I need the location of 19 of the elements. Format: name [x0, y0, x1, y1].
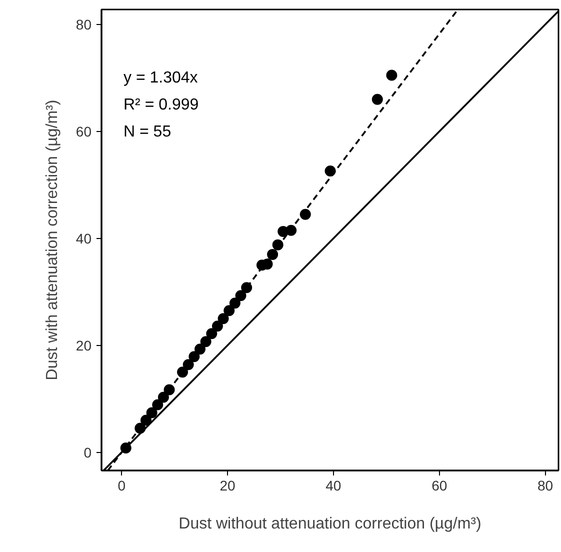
annotation: N = 55 — [124, 124, 172, 140]
y-axis-title: Dust with attenuation correction (µg/m³) — [44, 100, 61, 380]
y-tick-label: 0 — [84, 444, 92, 460]
point — [386, 70, 398, 81]
y-tick-label: 20 — [76, 337, 92, 354]
y-tick-label: 40 — [76, 230, 92, 246]
y-tick-label: 60 — [76, 123, 92, 140]
y-tick-label: 80 — [76, 16, 92, 32]
x-tick-label: 20 — [220, 478, 236, 494]
point — [372, 94, 383, 105]
point — [300, 208, 311, 220]
x-tick-label: 0 — [118, 478, 126, 494]
x-tick-label: 40 — [326, 478, 342, 494]
x-tick-label: 80 — [537, 478, 554, 494]
annotation: R² = 0.999 — [124, 96, 199, 114]
annotation: y = 1.304x — [124, 70, 198, 86]
x-axis-title: Dust without attenuation correction (µg/m³) — [178, 516, 482, 532]
x-tick-label: 60 — [432, 478, 448, 494]
point — [267, 248, 278, 260]
